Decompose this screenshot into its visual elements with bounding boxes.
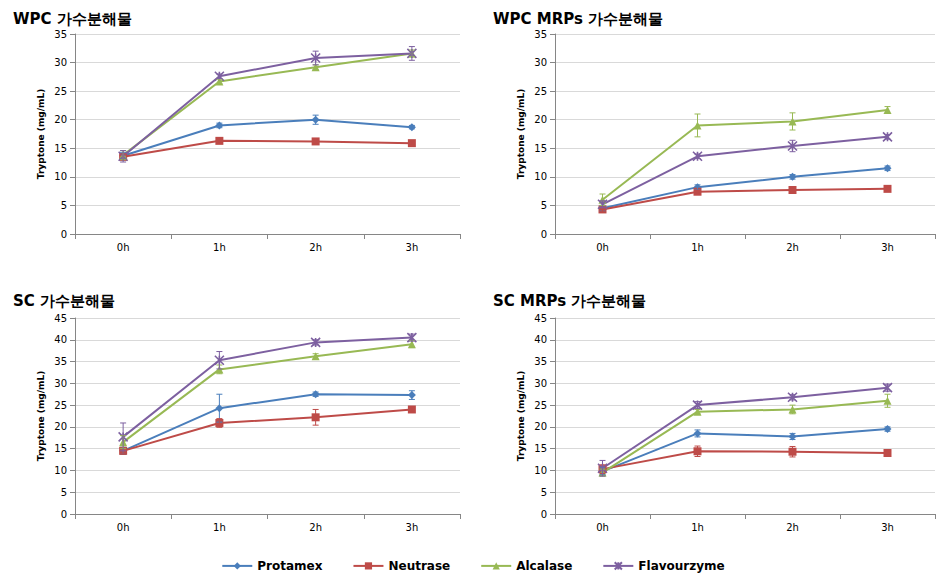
svg-text:5: 5 — [61, 200, 67, 211]
svg-text:WPC 가수분해물: WPC 가수분해물 — [13, 10, 132, 28]
svg-text:Flavourzyme: Flavourzyme — [638, 559, 724, 573]
svg-text:SC 가수분해물: SC 가수분해물 — [13, 292, 115, 310]
svg-text:45: 45 — [54, 313, 67, 324]
svg-text:20: 20 — [534, 421, 547, 432]
svg-text:20: 20 — [534, 114, 547, 125]
svg-text:5: 5 — [541, 200, 547, 211]
svg-text:2h: 2h — [786, 522, 799, 533]
svg-text:Protamex: Protamex — [257, 559, 322, 573]
svg-text:45: 45 — [534, 313, 547, 324]
svg-text:35: 35 — [534, 29, 547, 40]
svg-text:10: 10 — [534, 465, 547, 476]
svg-text:25: 25 — [54, 400, 67, 411]
svg-text:5: 5 — [61, 487, 67, 498]
svg-text:10: 10 — [54, 171, 67, 182]
svg-text:35: 35 — [54, 29, 67, 40]
svg-text:5: 5 — [541, 487, 547, 498]
svg-text:2h: 2h — [309, 522, 322, 533]
svg-text:Tryptone (mg/mL): Tryptone (mg/mL) — [36, 371, 46, 461]
svg-text:25: 25 — [534, 86, 547, 97]
svg-text:Neutrase: Neutrase — [388, 559, 450, 573]
svg-text:20: 20 — [54, 114, 67, 125]
svg-text:Alcalase: Alcalase — [516, 559, 572, 573]
svg-text:30: 30 — [534, 57, 547, 68]
svg-text:1h: 1h — [213, 242, 226, 253]
svg-text:30: 30 — [54, 378, 67, 389]
svg-text:1h: 1h — [691, 242, 704, 253]
svg-text:3h: 3h — [881, 242, 894, 253]
svg-text:0: 0 — [541, 229, 547, 240]
svg-text:0: 0 — [541, 509, 547, 520]
svg-text:15: 15 — [54, 143, 67, 154]
svg-text:0h: 0h — [596, 242, 609, 253]
svg-text:1h: 1h — [213, 522, 226, 533]
svg-text:Tryptone (mg/mL): Tryptone (mg/mL) — [516, 89, 526, 179]
svg-text:25: 25 — [534, 400, 547, 411]
svg-text:40: 40 — [534, 334, 547, 345]
svg-text:Tryptone (mg/mL): Tryptone (mg/mL) — [36, 89, 46, 179]
svg-text:10: 10 — [54, 465, 67, 476]
svg-text:0h: 0h — [596, 522, 609, 533]
svg-text:15: 15 — [534, 143, 547, 154]
svg-text:3h: 3h — [406, 242, 419, 253]
svg-text:WPC MRPs 가수분해물: WPC MRPs 가수분해물 — [493, 10, 663, 28]
svg-text:35: 35 — [54, 356, 67, 367]
svg-text:3h: 3h — [406, 522, 419, 533]
svg-text:15: 15 — [534, 443, 547, 454]
svg-text:35: 35 — [534, 356, 547, 367]
svg-text:30: 30 — [54, 57, 67, 68]
svg-text:0: 0 — [61, 509, 67, 520]
svg-text:0h: 0h — [117, 242, 130, 253]
svg-text:SC MRPs 가수분해물: SC MRPs 가수분해물 — [493, 292, 646, 310]
svg-text:0h: 0h — [117, 522, 130, 533]
svg-text:20: 20 — [54, 421, 67, 432]
svg-text:2h: 2h — [786, 242, 799, 253]
svg-text:Tryptone (mg/mL): Tryptone (mg/mL) — [516, 371, 526, 461]
svg-text:40: 40 — [54, 334, 67, 345]
svg-text:15: 15 — [54, 443, 67, 454]
svg-text:0: 0 — [61, 229, 67, 240]
svg-text:2h: 2h — [309, 242, 322, 253]
svg-text:30: 30 — [534, 378, 547, 389]
svg-text:10: 10 — [534, 171, 547, 182]
svg-text:1h: 1h — [691, 522, 704, 533]
svg-text:25: 25 — [54, 86, 67, 97]
svg-text:3h: 3h — [881, 522, 894, 533]
